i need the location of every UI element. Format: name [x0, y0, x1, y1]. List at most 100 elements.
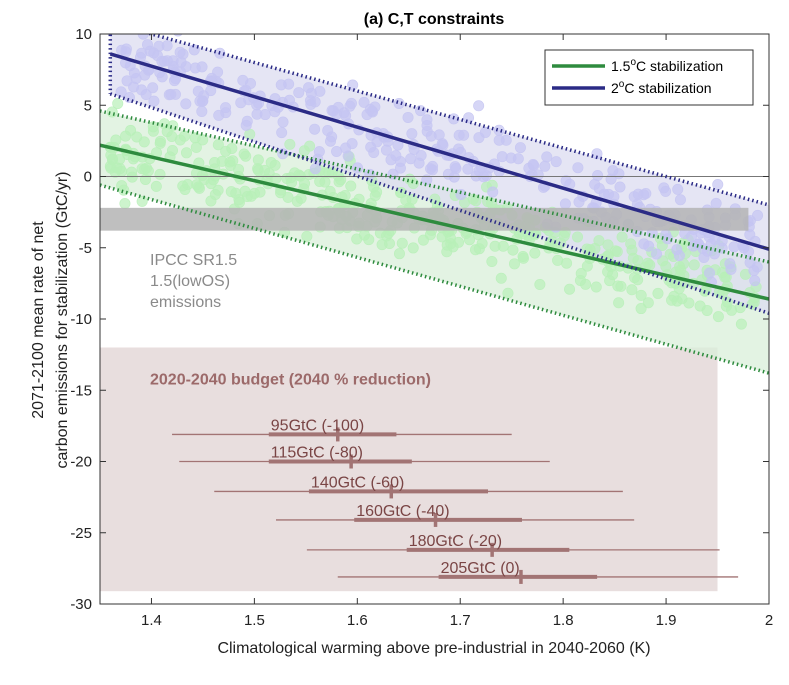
- scatter-point-1p5c: [701, 305, 713, 317]
- scatter-point-1p5c: [269, 159, 281, 171]
- y-axis-label-line-2: carbon emissions for stabilization (GtC/…: [54, 172, 71, 469]
- scatter-point-1p5c: [407, 242, 419, 254]
- legend-entry-main: 1.5: [611, 58, 631, 74]
- scatter-point-2c: [213, 109, 225, 121]
- scatter-point-1p5c: [529, 247, 541, 259]
- scatter-point-1p5c: [238, 148, 250, 160]
- x-tick-label: 1.9: [656, 612, 677, 629]
- upper-bound-line-1p5c: [100, 109, 769, 264]
- scatter-point-1p5c: [613, 297, 625, 309]
- scatter-point-2c: [725, 263, 737, 275]
- scatter-point-1p5c: [589, 242, 601, 254]
- scatter-point-1p5c: [120, 130, 132, 142]
- scatter-point-2c: [643, 240, 655, 252]
- budget-title: 2020-2040 budget (2040 % reduction): [150, 372, 431, 389]
- scatter-point-2c: [559, 198, 571, 210]
- scatter-point-1p5c: [270, 173, 282, 185]
- scatter-point-1p5c: [209, 156, 221, 168]
- scatter-point-2c: [390, 150, 402, 162]
- scatter-point-2c: [168, 75, 180, 87]
- fit-line-1p5c: [100, 143, 769, 301]
- scatter-point-1p5c: [406, 193, 418, 205]
- scatter-point-1p5c: [345, 180, 357, 192]
- ipcc-label: IPCC SR1.5 1.5(lowOS) emissions: [150, 252, 237, 311]
- scatter-point-2c: [220, 102, 232, 114]
- scatter-point-2c: [560, 175, 572, 187]
- scatter-point-1p5c: [517, 252, 529, 264]
- scatter-point-2c: [393, 97, 405, 109]
- scatter-point-2c: [437, 139, 449, 151]
- scatter-point-2c: [313, 146, 325, 158]
- lower-bound-line-2c: [109, 92, 769, 315]
- scatter-point-1p5c: [285, 172, 297, 184]
- y-tick-label: 10: [75, 26, 92, 43]
- scatter-point-2c: [496, 151, 508, 163]
- y-tick-label: -10: [70, 311, 92, 328]
- scatter-point-1p5c: [301, 230, 313, 242]
- x-axis-label: Climatological warming above pre-industr…: [217, 640, 650, 657]
- x-tick-label: 1.4: [141, 612, 162, 629]
- scatter-point-1p5c: [444, 232, 456, 244]
- scatter-point-2c: [305, 87, 317, 99]
- scatter-point-1p5c: [632, 274, 644, 286]
- scatter-point-1p5c: [284, 138, 296, 150]
- scatter-point-2c: [473, 132, 485, 144]
- scatter-point-2c: [237, 74, 249, 86]
- scatter-point-1p5c: [652, 287, 664, 299]
- scatter-point-1p5c: [581, 260, 593, 272]
- scatter-point-1p5c: [295, 192, 307, 204]
- scatter-point-1p5c: [154, 137, 166, 149]
- scatter-point-2c: [572, 162, 584, 174]
- scatter-point-2c: [651, 248, 663, 260]
- scatter-point-2c: [276, 127, 288, 139]
- scatter-point-1p5c: [676, 293, 688, 305]
- scatter-point-2c: [120, 46, 132, 58]
- scatter-point-1p5c: [417, 234, 429, 246]
- y-tick-label: -5: [79, 240, 92, 257]
- scatter-point-2c: [539, 160, 551, 172]
- chart-title: (a) C,T constraints: [364, 11, 505, 28]
- scatter-point-1p5c: [233, 163, 245, 175]
- scatter-point-2c: [450, 162, 462, 174]
- scatter-point-1p5c: [726, 304, 738, 316]
- scatter-point-2c: [180, 98, 192, 110]
- scatter-point-2c: [402, 111, 414, 123]
- scatter-point-2c: [192, 85, 204, 97]
- scatter-point-2c: [550, 156, 562, 168]
- y-tick-label: -25: [70, 525, 92, 542]
- scatter-point-1p5c: [735, 318, 747, 330]
- scatter-point-2c: [592, 170, 604, 182]
- scatter-point-2c: [463, 112, 475, 124]
- scatter-point-1p5c: [407, 177, 419, 189]
- scatter-point-1p5c: [298, 145, 310, 157]
- x-tick-label: 1.8: [553, 612, 574, 629]
- scatter-point-1p5c: [396, 237, 408, 249]
- scatter-point-1p5c: [119, 198, 131, 210]
- scatter-point-2c: [115, 86, 127, 98]
- legend-entry-rest: C stabilization: [636, 58, 723, 74]
- scatter-point-1p5c: [507, 244, 519, 256]
- scatter-point-1p5c: [610, 245, 622, 257]
- scatter-point-2c: [352, 162, 364, 174]
- ipcc-label-line-3: emissions: [150, 294, 221, 311]
- scatter-point-2c: [259, 109, 271, 121]
- y-tick-label: 0: [84, 169, 92, 186]
- scatter-point-2c: [710, 197, 722, 209]
- scatter-point-1p5c: [657, 255, 669, 267]
- x-tick-label: 1.7: [450, 612, 471, 629]
- scatter-point-1p5c: [158, 118, 170, 130]
- y-tick-label: 5: [84, 97, 92, 114]
- scatter-point-2c: [151, 50, 163, 62]
- scatter-point-2c: [342, 150, 354, 162]
- scatter-point-2c: [673, 250, 685, 262]
- budget-bar-label: 160GtC (-40): [356, 503, 449, 520]
- scatter-point-2c: [331, 145, 343, 157]
- scatter-point-1p5c: [209, 189, 221, 201]
- scatter-point-2c: [480, 170, 492, 182]
- scatter-point-2c: [698, 251, 710, 263]
- scatter-point-1p5c: [635, 289, 647, 301]
- scatter-point-2c: [367, 106, 379, 118]
- scatter-point-1p5c: [177, 180, 189, 192]
- scatter-point-2c: [406, 128, 418, 140]
